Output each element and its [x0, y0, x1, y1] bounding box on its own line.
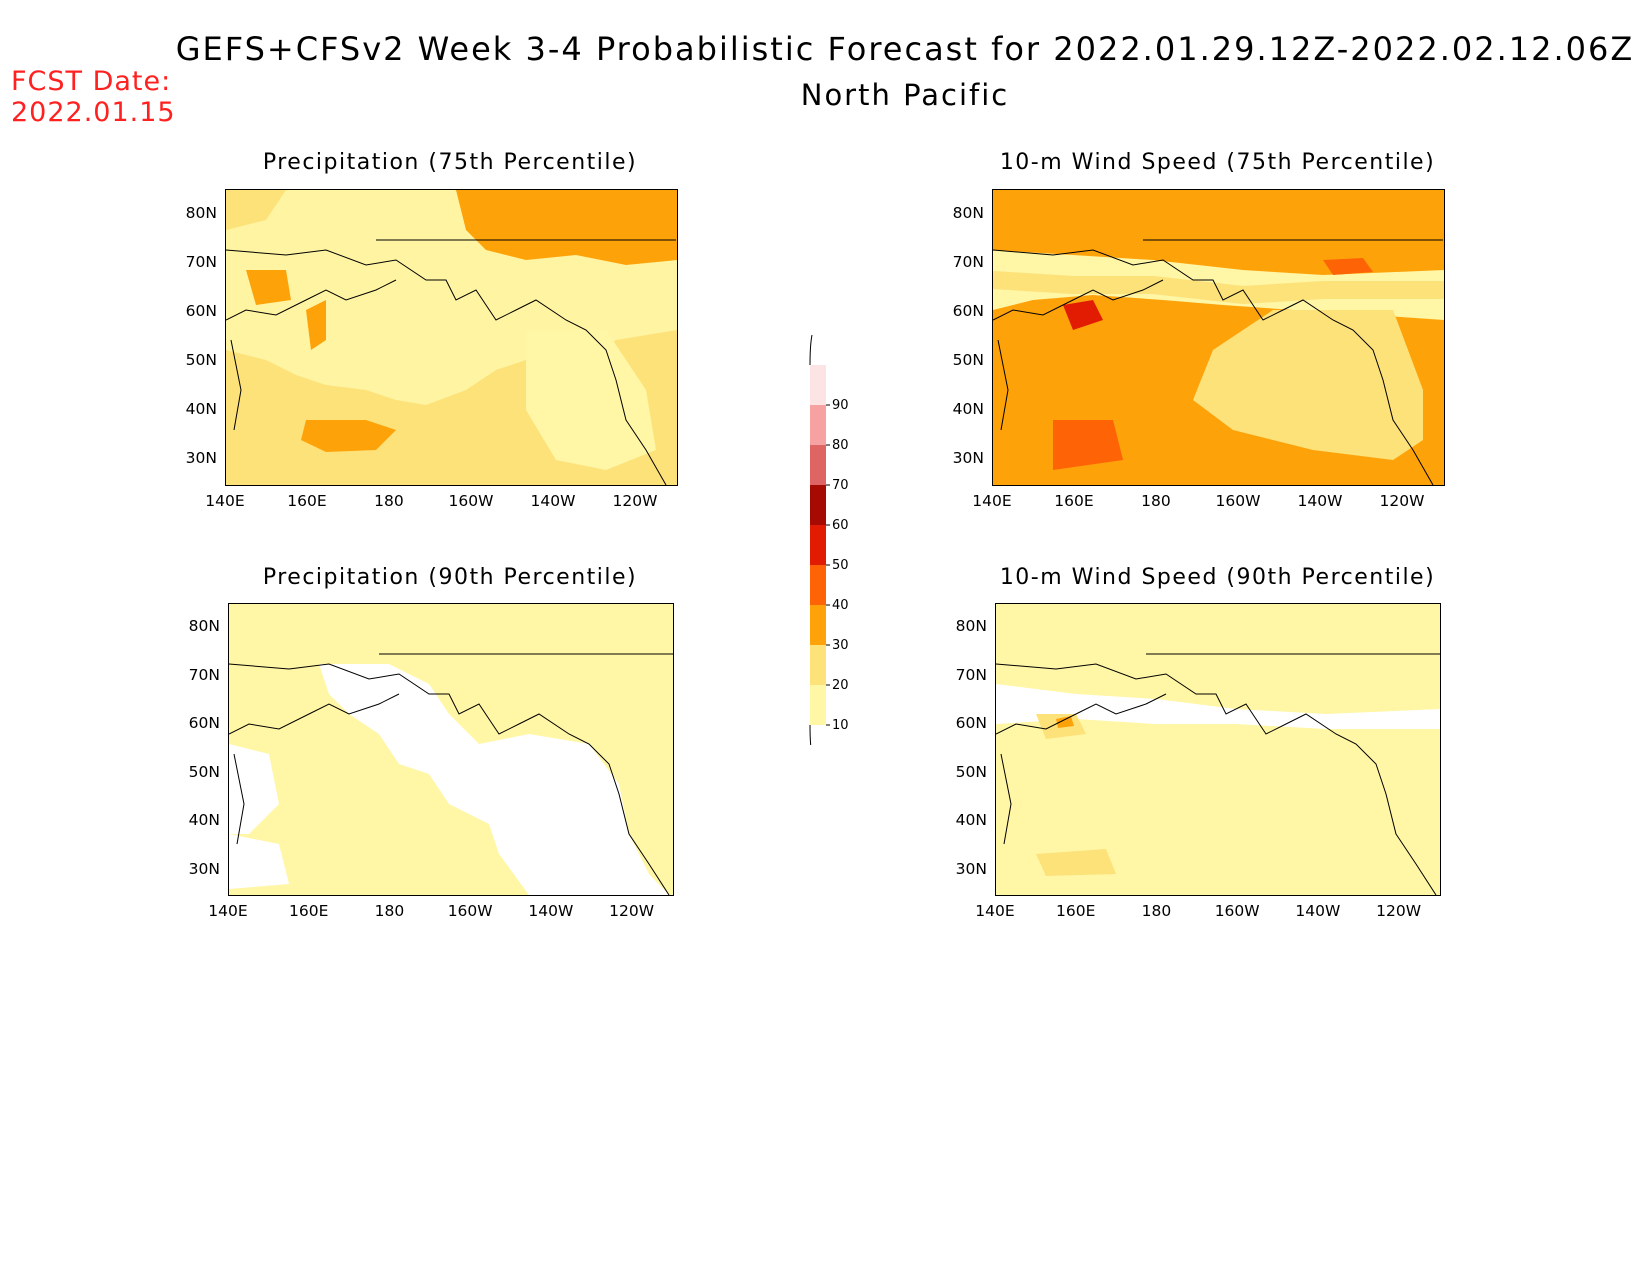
lon-tick-label: 180 — [1141, 902, 1172, 920]
lat-tick-label: 80N — [188, 617, 220, 636]
lon-tick-label: 180 — [374, 492, 404, 510]
fcst-date-value: 2022.01.15 — [11, 97, 176, 128]
colorbar-swatch — [810, 445, 826, 485]
lon-tick-label: 120W — [609, 902, 655, 920]
lon-tick-label: 140W — [1297, 492, 1343, 510]
colorbar-label: 60 — [832, 518, 849, 533]
lon-tick-label: 120W — [612, 492, 658, 510]
colorbar-swatch — [810, 485, 826, 525]
lat-tick-label: 80N — [955, 617, 987, 636]
colorbar-label: 20 — [832, 678, 849, 693]
lon-tick-label: 120W — [1376, 902, 1422, 920]
lat-tick-label: 40N — [955, 811, 987, 830]
colorbar-swatch — [810, 405, 826, 445]
colorbar-swatch — [810, 525, 826, 565]
lon-tick-label: 140E — [972, 492, 1012, 510]
panel-title-precip75: Precipitation (75th Percentile) — [262, 150, 638, 175]
lat-tick-label: 60N — [955, 714, 987, 733]
lat-tick-label: 40N — [185, 400, 217, 419]
lat-tick-label: 50N — [952, 351, 984, 370]
lon-tick-label: 140W — [528, 902, 574, 920]
colorbar-label: 30 — [832, 638, 849, 653]
colorbar-label: 50 — [832, 558, 849, 573]
colorbar-label: 70 — [832, 478, 849, 493]
lon-tick-label: 140W — [1295, 902, 1341, 920]
lon-tick-label: 160W — [1214, 902, 1260, 920]
lon-tick-label: 120W — [1379, 492, 1425, 510]
lon-tick-label: 160E — [289, 902, 329, 920]
lat-tick-label: 50N — [955, 762, 987, 781]
map-precip75 — [225, 189, 678, 486]
lat-tick-label: 70N — [185, 252, 217, 271]
lat-tick-label: 30N — [955, 859, 987, 878]
lat-tick-label: 80N — [952, 203, 984, 222]
lat-tick-label: 60N — [188, 714, 220, 733]
lon-tick-label: 140E — [208, 902, 248, 920]
lon-tick-label: 180 — [1141, 492, 1171, 510]
colorbar-swatch — [810, 605, 826, 645]
colorbar: 10 20 30 40 50 60 70 80 90 — [809, 335, 849, 745]
main-title: GEFS+CFSv2 Week 3-4 Probabilistic Foreca… — [175, 30, 1635, 68]
lat-tick-label: 30N — [185, 449, 217, 468]
panel-title-wind90: 10-m Wind Speed (90th Percentile) — [999, 565, 1436, 590]
lon-tick-label: 160W — [447, 902, 493, 920]
region-subtitle: North Pacific — [800, 78, 1010, 112]
map-wind75 — [992, 189, 1445, 486]
lon-tick-label: 160E — [1054, 492, 1094, 510]
panel-title-precip90: Precipitation (90th Percentile) — [262, 565, 638, 590]
lon-tick-label: 160W — [1215, 492, 1261, 510]
lat-tick-label: 60N — [952, 301, 984, 320]
lon-tick-label: 140E — [205, 492, 245, 510]
lat-tick-label: 50N — [185, 351, 217, 370]
lat-tick-label: 60N — [185, 301, 217, 320]
lat-tick-label: 30N — [188, 859, 220, 878]
lon-tick-label: 140W — [530, 492, 576, 510]
lon-tick-label: 160E — [287, 492, 327, 510]
colorbar-swatch — [810, 685, 826, 725]
colorbar-label: 40 — [832, 598, 849, 613]
lat-tick-label: 50N — [188, 762, 220, 781]
lat-tick-label: 70N — [955, 665, 987, 684]
colorbar-label: 90 — [832, 398, 849, 413]
colorbar-swatch — [810, 565, 826, 605]
lon-tick-label: 140E — [975, 902, 1015, 920]
map-wind90 — [995, 603, 1441, 896]
lat-tick-label: 30N — [952, 449, 984, 468]
lat-tick-label: 70N — [188, 665, 220, 684]
colorbar-swatch — [810, 645, 826, 685]
panel-title-wind75: 10-m Wind Speed (75th Percentile) — [999, 150, 1436, 175]
colorbar-swatch — [810, 365, 826, 405]
map-precip90 — [228, 603, 674, 896]
lon-tick-label: 160E — [1056, 902, 1096, 920]
colorbar-label: 10 — [832, 718, 849, 733]
lat-tick-label: 40N — [952, 400, 984, 419]
fcst-date-label: FCST Date: — [11, 66, 172, 97]
colorbar-label: 80 — [832, 438, 849, 453]
lat-tick-label: 40N — [188, 811, 220, 830]
lon-tick-label: 180 — [374, 902, 405, 920]
lon-tick-label: 160W — [448, 492, 494, 510]
lat-tick-label: 70N — [952, 252, 984, 271]
lat-tick-label: 80N — [185, 203, 217, 222]
